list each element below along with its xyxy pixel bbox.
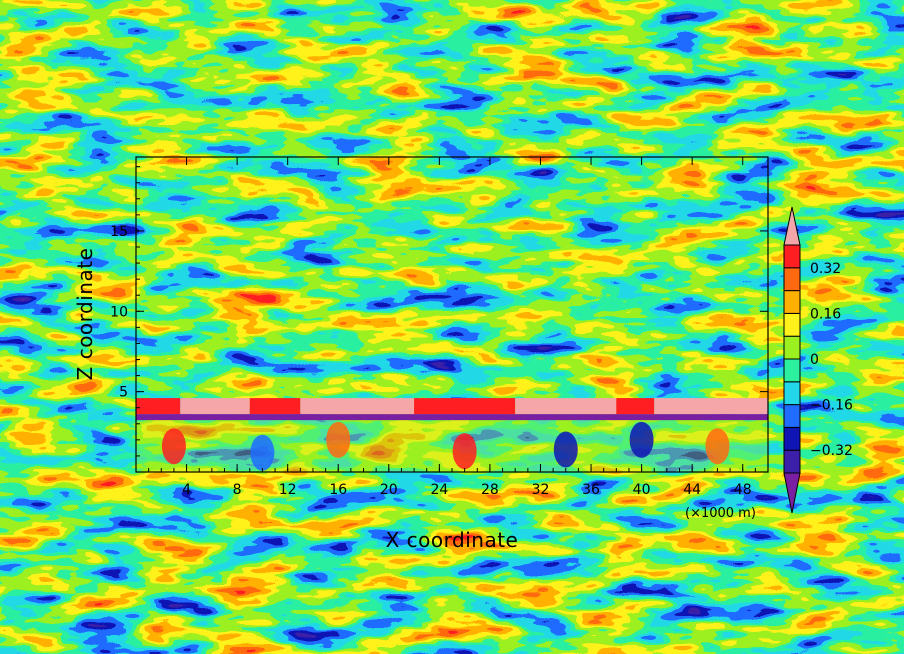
colorbar-band bbox=[783, 449, 801, 474]
colorbar-band bbox=[783, 312, 801, 337]
x-tick-label: 36 bbox=[582, 482, 600, 498]
colorbar-band bbox=[783, 404, 801, 428]
x-tick-label: 20 bbox=[380, 482, 398, 498]
x-tick-label: 28 bbox=[481, 482, 499, 498]
x-tick-label: 40 bbox=[633, 482, 651, 498]
x-tick-label: 44 bbox=[683, 482, 701, 498]
lower-layer-bands bbox=[136, 398, 768, 472]
colorbar-band bbox=[783, 426, 801, 451]
chart-title: potential temperature deviation bbox=[236, 89, 667, 118]
convective-cell bbox=[705, 428, 730, 465]
colorbar-band bbox=[783, 267, 801, 292]
colorbar-band bbox=[783, 358, 801, 383]
x-unit-label: (×1000 m) bbox=[685, 506, 756, 521]
convective-cell bbox=[161, 428, 186, 465]
x-tick-label: 12 bbox=[279, 482, 297, 498]
lower-band-segment bbox=[136, 398, 181, 415]
y-tick-label: 10 bbox=[110, 304, 128, 320]
convective-cell bbox=[326, 421, 351, 458]
colorbar-band bbox=[783, 381, 801, 406]
y-tick-label: 5 bbox=[119, 385, 128, 401]
colorbar: −0.32 −0.16 0 0.16 0.32 bbox=[783, 206, 853, 514]
plot-area bbox=[135, 156, 769, 473]
colorbar-band bbox=[783, 335, 801, 360]
lower-band-segment bbox=[654, 398, 768, 415]
convective-cell bbox=[629, 421, 654, 458]
lower-band-segment bbox=[180, 398, 250, 415]
lower-band-segment bbox=[300, 398, 415, 415]
time-label: t=86400 s bbox=[777, 157, 845, 172]
lower-band-segment bbox=[616, 398, 655, 415]
colorbar-extend-max bbox=[783, 206, 801, 246]
x-tick-label: 24 bbox=[430, 482, 448, 498]
x-tick-label: 32 bbox=[532, 482, 550, 498]
colorbar-tick-label: 0.16 bbox=[810, 306, 841, 322]
x-axis: 4 8 12 16 20 24 28 32 36 40 44 48 bbox=[148, 157, 756, 498]
colorbar-band bbox=[783, 290, 801, 314]
x-tick-label: 4 bbox=[182, 482, 191, 498]
colorbar-tick-label: 0.32 bbox=[810, 261, 841, 277]
colorbar-tick-label: −0.32 bbox=[810, 443, 853, 459]
lower-band-edge bbox=[136, 414, 768, 421]
convective-cell bbox=[553, 431, 578, 468]
colorbar-tick-label: 0 bbox=[810, 352, 819, 368]
colorbar-band bbox=[783, 244, 801, 269]
convective-cell bbox=[452, 433, 477, 470]
y-axis: 5 10 15 bbox=[110, 166, 768, 457]
x-tick-label: 8 bbox=[233, 482, 242, 498]
colorbar-tick-label: −0.16 bbox=[810, 398, 853, 414]
y-axis-label: Z coordinate bbox=[73, 248, 97, 381]
y-tick-label: 15 bbox=[110, 224, 128, 240]
lower-base-wash bbox=[136, 414, 768, 472]
x-tick-label: 48 bbox=[734, 482, 752, 498]
lower-band-segment bbox=[249, 398, 301, 415]
lower-band-segment bbox=[414, 398, 516, 415]
lower-band-segment bbox=[515, 398, 617, 415]
x-axis-label: X coordinate bbox=[386, 528, 519, 552]
colorbar-extend-min bbox=[783, 472, 801, 514]
y-unit-label: (×1000 m) bbox=[47, 123, 118, 138]
x-tick-label: 16 bbox=[329, 482, 347, 498]
convective-cell bbox=[250, 434, 275, 471]
